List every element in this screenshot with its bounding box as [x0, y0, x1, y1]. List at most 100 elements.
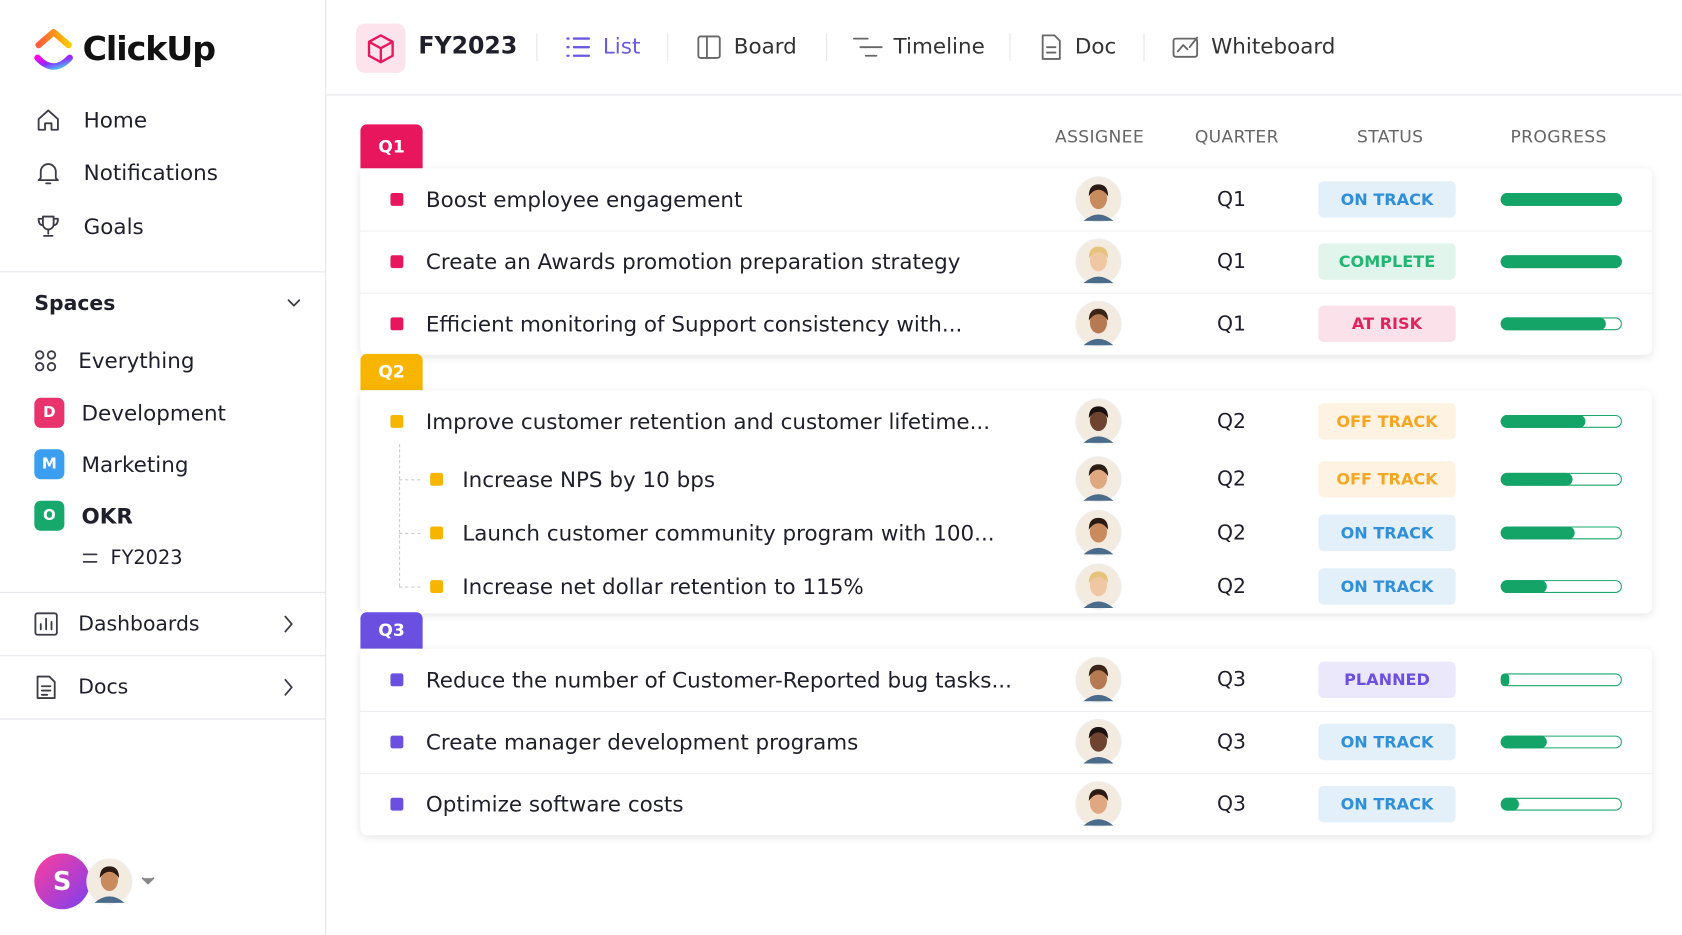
chevron-right[interactable] — [283, 615, 294, 633]
progress-fill — [1500, 526, 1575, 540]
avatar — [1075, 509, 1122, 556]
docs-icon — [36, 675, 56, 699]
list-tab-icon — [566, 37, 591, 57]
view-tab[interactable]: Timeline — [893, 33, 985, 59]
group-card — [360, 390, 1652, 614]
space-item[interactable]: OKR — [81, 502, 133, 529]
progress-fill — [1500, 255, 1622, 269]
space-badge: D — [34, 397, 65, 428]
nav-item[interactable]: Goals — [83, 213, 144, 240]
quarter: Q3 — [1216, 729, 1246, 754]
divider — [0, 271, 326, 273]
quarter: Q3 — [1216, 792, 1246, 816]
tree-branch — [399, 586, 421, 588]
task-name[interactable]: Create manager development programs — [425, 729, 859, 755]
nav-item[interactable]: Home — [83, 107, 148, 133]
section-item[interactable]: Docs — [78, 675, 129, 699]
logo-text: ClickUp — [82, 30, 216, 69]
status-pill[interactable]: ON TRACK — [1318, 568, 1456, 605]
progress-fill — [1500, 797, 1519, 811]
task-name[interactable]: Optimize software costs — [425, 791, 684, 818]
task-name[interactable]: Create an Awards promotion preparation s… — [425, 248, 961, 275]
tab-separator — [1009, 33, 1011, 62]
timeline-tab-icon — [852, 37, 883, 57]
nav-item[interactable]: Notifications — [83, 159, 218, 186]
column-header: PROGRESS — [1510, 126, 1607, 148]
bullet — [390, 797, 404, 811]
task-name[interactable]: Launch customer community program with 1… — [462, 520, 995, 546]
bullet — [390, 735, 404, 749]
task-name[interactable]: Improve customer retention and customer … — [425, 408, 991, 435]
task-name[interactable]: Reduce the number of Customer-Reported b… — [425, 666, 1012, 693]
spaces-title: Spaces — [34, 291, 116, 316]
tree-branch — [399, 479, 421, 481]
quarter: Q1 — [1216, 249, 1246, 274]
quarter: Q1 — [1216, 311, 1246, 336]
status-pill[interactable]: OFF TRACK — [1318, 403, 1456, 440]
view-tab[interactable]: Whiteboard — [1211, 33, 1336, 59]
divider — [0, 591, 326, 593]
space-item[interactable]: Development — [81, 399, 226, 426]
chevron-right[interactable] — [283, 678, 294, 696]
logo-icon — [34, 28, 73, 70]
whiteboard-tab-icon — [1172, 36, 1199, 58]
section-item[interactable]: Dashboards — [78, 612, 200, 636]
everything-icon — [35, 350, 57, 372]
bullet — [390, 317, 404, 331]
quarter: Q1 — [1216, 187, 1246, 212]
bullet — [430, 472, 444, 486]
task-name[interactable]: Efficient monitoring of Support consiste… — [425, 310, 963, 337]
tree-line — [399, 443, 401, 587]
bullet — [390, 673, 404, 687]
status-pill[interactable]: OFF TRACK — [1318, 461, 1456, 498]
progress-fill — [1500, 580, 1547, 593]
user-avatar[interactable]: S — [34, 853, 91, 910]
divider — [0, 655, 326, 657]
group-card — [360, 648, 1652, 836]
row-divider — [360, 230, 1652, 232]
avatar — [1075, 781, 1122, 828]
tree-branch — [399, 532, 421, 534]
space-badge: O — [34, 500, 65, 531]
tab-separator — [825, 33, 828, 62]
avatar — [1075, 656, 1122, 703]
status-pill[interactable]: ON TRACK — [1318, 723, 1456, 761]
status-pill[interactable]: AT RISK — [1318, 305, 1456, 343]
space-child[interactable]: FY2023 — [110, 546, 183, 569]
chevron-down[interactable] — [287, 298, 301, 309]
tab-separator — [1143, 33, 1145, 62]
status-pill[interactable]: ON TRACK — [1318, 785, 1456, 823]
tab-separator — [536, 33, 538, 62]
avatar — [86, 858, 133, 905]
task-name[interactable]: Boost employee engagement — [425, 186, 743, 213]
project-title: FY2023 — [418, 33, 518, 61]
row-divider — [360, 773, 1652, 775]
row-divider — [360, 292, 1652, 294]
status-pill[interactable]: ON TRACK — [1318, 514, 1456, 552]
status-pill[interactable]: PLANNED — [1318, 661, 1456, 699]
progress-fill — [1500, 673, 1510, 687]
home-icon — [37, 109, 59, 131]
space-item[interactable]: Everything — [78, 347, 195, 374]
column-header: STATUS — [1357, 126, 1424, 148]
view-tab[interactable]: Doc — [1074, 33, 1117, 59]
header-border — [325, 94, 1682, 96]
quarter: Q2 — [1216, 467, 1246, 491]
avatar — [1075, 176, 1122, 223]
column-header: ASSIGNEE — [1055, 126, 1145, 148]
dashboard-icon — [34, 612, 58, 636]
progress-fill — [1500, 317, 1607, 331]
space-item[interactable]: Marketing — [81, 451, 189, 478]
view-tab[interactable]: List — [602, 33, 641, 59]
task-name[interactable]: Increase NPS by 10 bps — [462, 466, 716, 493]
list-icon — [82, 553, 98, 563]
progress-fill — [1500, 735, 1547, 749]
caret[interactable] — [141, 877, 155, 886]
view-tab[interactable]: Board — [733, 33, 797, 59]
group-tag: Q1 — [360, 124, 423, 169]
status-pill[interactable]: COMPLETE — [1318, 243, 1456, 280]
task-name[interactable]: Increase net dollar retention to 115% — [462, 573, 864, 600]
avatar — [1075, 398, 1122, 445]
status-pill[interactable]: ON TRACK — [1318, 181, 1456, 218]
